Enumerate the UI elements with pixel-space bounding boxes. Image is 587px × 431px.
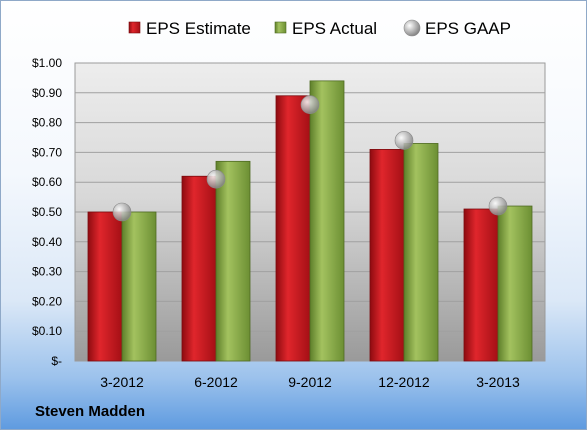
gaap-markers [112,95,508,222]
gaap-marker [300,95,320,115]
bar-eps-estimate [275,95,311,362]
legend-label: EPS Estimate [146,19,251,38]
bar-eps-estimate [369,149,405,362]
bar-eps-actual [497,205,533,362]
legend: EPS Estimate EPS Actual EPS GAAP [128,19,511,38]
legend-label: EPS Actual [292,19,377,38]
y-tick-label: $1.00 [32,56,62,70]
bar-eps-actual [121,211,157,362]
y-tick-label: $0.20 [32,294,62,308]
x-tick-label: 6-2012 [194,374,238,390]
bar-eps-actual [215,160,251,362]
bar-eps-estimate [181,175,217,362]
bar-eps-actual [309,80,345,362]
bar-eps-estimate [87,211,123,362]
y-tick-label: $0.10 [32,324,62,338]
company-name: Steven Madden [35,403,146,420]
x-tick-label: 3-2012 [100,374,144,390]
x-tick-label: 12-2012 [378,374,430,390]
y-tick-label: $- [51,354,62,368]
y-tick-label: $0.50 [32,205,62,219]
y-axis: $- $0.10 $0.20 $0.30 $0.40 $0.50 $0.60 $0.70 $0.… [32,56,62,368]
x-axis: 3-2012 6-2012 9-2012 12-2012 3-2013 [100,374,520,390]
y-tick-label: $0.80 [32,116,62,130]
gaap-marker [394,131,414,150]
legend-swatch [274,21,287,34]
bar-eps-estimate [463,208,499,362]
legend-swatch [128,21,141,34]
gaap-marker [206,169,226,189]
x-tick-label: 3-2013 [476,374,520,390]
bars [87,80,533,362]
y-tick-label: $0.90 [32,86,62,100]
y-tick-label: $0.60 [32,175,62,189]
gaap-marker [112,202,132,222]
legend-label: EPS GAAP [425,19,511,38]
x-tick-label: 9-2012 [288,374,332,390]
y-tick-label: $0.30 [32,265,62,279]
gaap-marker [488,196,508,216]
y-tick-label: $0.70 [32,145,62,159]
legend-swatch [403,19,421,37]
y-tick-label: $0.40 [32,235,62,249]
bar-eps-actual [403,143,439,362]
